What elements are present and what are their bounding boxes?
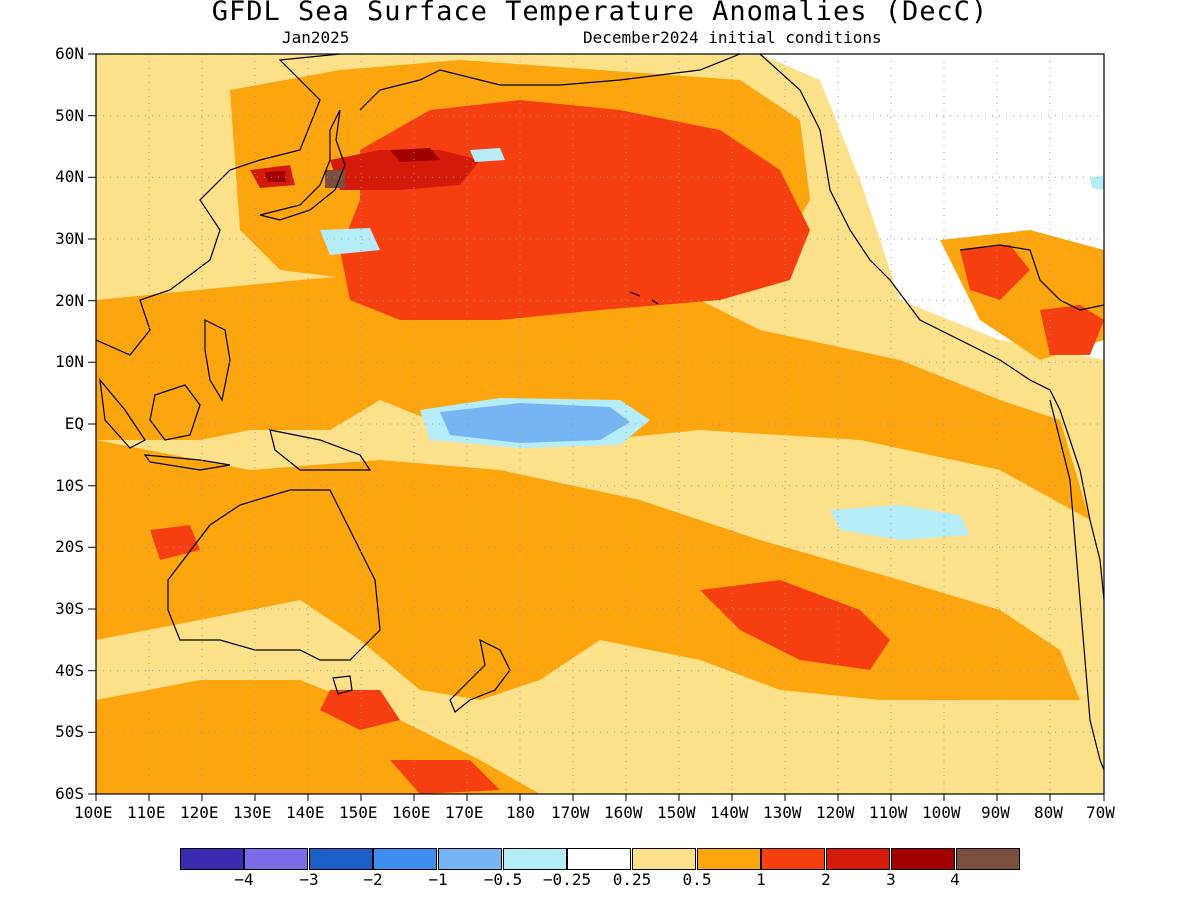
colorbar-label: −4: [234, 870, 254, 889]
lon-label: 120E: [180, 803, 219, 822]
lon-label: 70W: [1086, 803, 1115, 822]
lon-label: 180: [506, 803, 535, 822]
colorbar-label: 0.25: [612, 870, 652, 889]
lat-label: 30N: [55, 229, 84, 248]
lon-label: 110E: [127, 803, 166, 822]
colorbar-label: 2: [821, 870, 831, 889]
colorbar-label: −3: [299, 870, 319, 889]
asia-coastline: [96, 54, 341, 356]
north-america-coastline: [759, 54, 1104, 601]
japan-coastline: [259, 109, 346, 221]
borneo-coastline: [149, 384, 201, 441]
colorbar-swatch: [438, 848, 502, 870]
lon-label: 150W: [657, 803, 696, 822]
lon-label: 100W: [922, 803, 961, 822]
lat-label: 40S: [55, 661, 84, 680]
colorbar-swatch: [956, 848, 1020, 870]
lat-label: 20S: [55, 537, 84, 556]
colorbar-swatch: [309, 848, 373, 870]
anomaly-band-above-4: [325, 170, 345, 188]
lon-label: 130E: [233, 803, 272, 822]
colorbar-swatch: [891, 848, 955, 870]
colorbar-swatch: [632, 848, 696, 870]
coastlines: [96, 54, 1104, 771]
lat-label: 10N: [55, 352, 84, 371]
valid-month-label: Jan2025: [282, 28, 350, 47]
lon-label: 170W: [551, 803, 590, 822]
grid-lines: [96, 54, 1104, 794]
axis-ticks: [88, 53, 1105, 801]
anomaly-band-neg1-neg0.5: [440, 403, 630, 443]
lat-label: EQ: [64, 414, 84, 433]
tasmania-coastline: [332, 675, 353, 695]
init-conditions-label: December2024 initial conditions: [583, 28, 882, 47]
anomaly-band-3-4: [265, 148, 440, 182]
colorbar-swatch: [244, 848, 308, 870]
new-zealand-coastline: [449, 638, 511, 713]
lat-label: 50S: [55, 722, 84, 741]
philippines-coastline: [204, 319, 231, 402]
sumatra-coastline: [99, 378, 146, 449]
anomaly-band-1-2: [150, 100, 1104, 794]
lon-label: 150E: [339, 803, 378, 822]
lon-label: 80W: [1034, 803, 1063, 822]
lon-label: 110W: [869, 803, 908, 822]
colorbar-label: 4: [950, 870, 960, 889]
colorbar-label: 3: [886, 870, 896, 889]
colorbar-label: −1: [428, 870, 448, 889]
colorbar-label: 0.5: [682, 870, 712, 889]
lon-label: 120W: [816, 803, 855, 822]
colorbar-swatch: [761, 848, 825, 870]
australia-coastline: [167, 489, 381, 661]
lat-label: 20N: [55, 291, 84, 310]
colorbar-swatch: [697, 848, 761, 870]
colorbar-label: −0.5: [483, 870, 523, 889]
lon-label: 90W: [981, 803, 1010, 822]
colorbar-swatch: [503, 848, 567, 870]
colorbar-label: 1: [756, 870, 766, 889]
lat-label: 60S: [55, 784, 84, 803]
lat-label: 10S: [55, 476, 84, 495]
lat-label: 30S: [55, 599, 84, 618]
sst-anomaly-map: [88, 53, 1105, 801]
colorbar-label: −2: [363, 870, 383, 889]
colorbar-swatch: [567, 848, 631, 870]
lon-label: 100E: [74, 803, 113, 822]
lat-label: 50N: [55, 106, 84, 125]
colorbar-label: −0.25: [542, 870, 592, 889]
lon-label: 170E: [445, 803, 484, 822]
kamchatka-aleutians-coastline: [359, 54, 741, 111]
colorbar-swatch: [826, 848, 890, 870]
map-title: GFDL Sea Surface Temperature Anomalies (…: [211, 0, 989, 27]
colorbar-swatch: [373, 848, 437, 870]
south-america-coastline: [1049, 399, 1104, 771]
colorbar: [180, 848, 1020, 870]
lon-label: 160E: [392, 803, 431, 822]
central-america-coastline: [959, 244, 1104, 311]
lon-label: 160W: [604, 803, 643, 822]
colorbar-swatch: [180, 848, 244, 870]
lat-label: 60N: [55, 44, 84, 63]
new-guinea-coastline: [269, 429, 372, 471]
lon-label: 140W: [710, 803, 749, 822]
hawaii-coastline: [629, 291, 659, 305]
lon-label: 140E: [286, 803, 325, 822]
lat-label: 40N: [55, 167, 84, 186]
lon-label: 130W: [763, 803, 802, 822]
